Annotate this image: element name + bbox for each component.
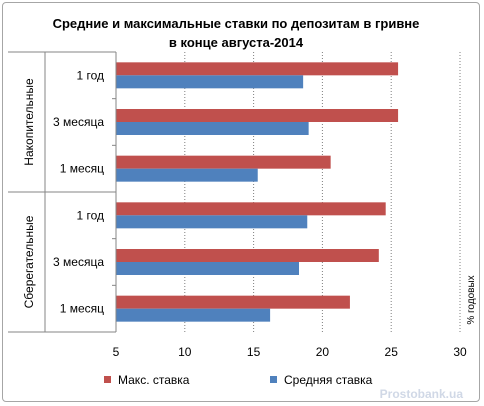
bar-max <box>116 249 379 262</box>
group-label: Накопительные <box>22 78 36 166</box>
bars <box>116 62 399 322</box>
legend-swatch <box>104 376 111 383</box>
category-label: 1 месяц <box>60 162 104 176</box>
x-tick-label: 30 <box>453 345 467 359</box>
category-labels: 1 год 3 месяца 1 месяц Накопительные 1 год 3 … <box>22 68 104 315</box>
x-tick-label: 20 <box>316 345 330 359</box>
bar-avg <box>116 168 258 182</box>
bar-avg <box>116 308 271 322</box>
chart-title-line-1: Средние и максимальные ставки по депозит… <box>53 16 420 31</box>
category-label: 3 месяца <box>53 115 104 129</box>
category-label: 1 год <box>76 208 104 222</box>
legend-label: Средняя ставка <box>284 373 373 387</box>
x-tick-label: 25 <box>385 345 399 359</box>
x-tick-labels: 5 10 15 20 25 30 <box>113 345 467 359</box>
bar-avg <box>116 262 300 275</box>
watermark: Prostobank.ua <box>380 387 464 401</box>
category-label: 1 месяц <box>60 302 104 316</box>
chart-title-line-2: в конце августа-2014 <box>169 35 304 50</box>
bar-max <box>116 295 350 309</box>
x-tick-label: 15 <box>247 345 261 359</box>
bar-max <box>116 202 386 216</box>
x-tick-label: 5 <box>113 345 120 359</box>
axes <box>8 51 117 333</box>
category-label: 3 месяца <box>53 255 104 269</box>
legend-label: Макс. ставка <box>118 373 190 387</box>
bar-max <box>116 109 399 122</box>
x-tick-label: 10 <box>178 345 192 359</box>
bar-avg <box>116 215 308 229</box>
y-axis-unit-label: % годовых <box>466 275 477 324</box>
bar-avg <box>116 75 304 89</box>
group-label: Сберегательные <box>22 215 36 308</box>
bar-max <box>116 62 399 76</box>
gridlines <box>184 52 461 332</box>
bar-avg <box>116 122 309 135</box>
category-label: 1 год <box>76 68 104 82</box>
legend: Макс. ставка Средняя ставка <box>104 373 373 387</box>
legend-swatch <box>270 376 277 383</box>
bar-max <box>116 155 331 169</box>
